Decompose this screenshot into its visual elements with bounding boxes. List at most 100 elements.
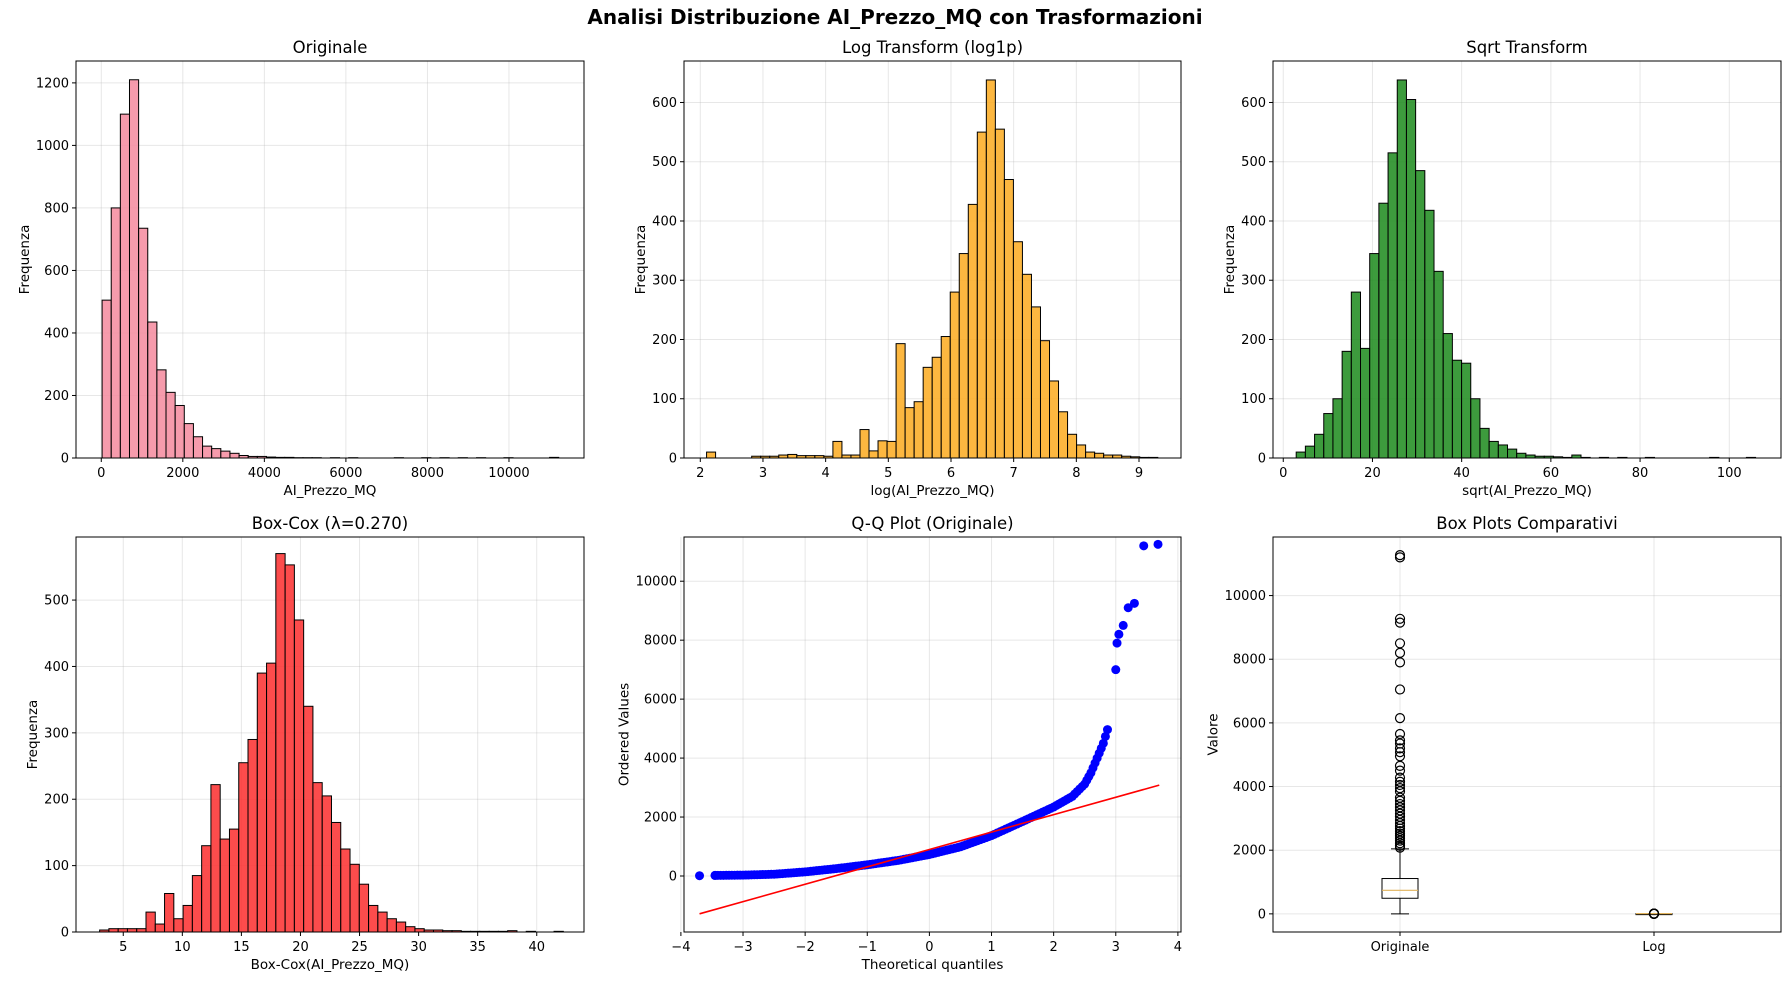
histogram-bar	[1076, 444, 1087, 459]
histogram-bar	[293, 619, 305, 933]
histogram-bar	[119, 113, 130, 459]
histogram-bar	[868, 450, 879, 459]
y-tick-label: 400	[44, 326, 69, 341]
histogram-bar	[787, 453, 798, 459]
histogram-bar	[145, 911, 156, 933]
y-tick-label: 0	[669, 869, 677, 884]
histogram-bar	[1304, 445, 1316, 459]
y-tick-label: 500	[1241, 155, 1266, 170]
qq-point	[1118, 620, 1128, 630]
histogram-bar	[706, 451, 717, 459]
histogram-bar	[1350, 291, 1362, 459]
histogram-bar	[931, 356, 942, 459]
x-tick-label: 3	[759, 466, 767, 481]
subplot-title: Box Plots Comparativi	[1436, 514, 1617, 533]
x-tick-label: 2	[696, 466, 704, 481]
axes-frame	[75, 60, 585, 459]
x-tick-label: 4	[1174, 940, 1182, 955]
histogram-bar	[1470, 398, 1481, 459]
subplot-title: Log Transform (log1p)	[842, 38, 1023, 57]
y-tick-label: 200	[44, 389, 69, 404]
histogram-bar	[303, 705, 314, 933]
histogram-bar	[940, 336, 951, 459]
histogram-bar	[1369, 253, 1380, 459]
x-tick-label: 0	[925, 940, 933, 955]
histogram-bar	[247, 738, 258, 933]
histogram-bar	[1405, 99, 1417, 459]
x-tick-label: 20	[292, 940, 309, 955]
y-axis-label: Frequenza	[633, 225, 649, 295]
y-tick-label: 300	[652, 274, 677, 289]
histogram-bar	[330, 821, 342, 933]
box-flier	[1394, 638, 1406, 649]
histogram-bar	[228, 828, 240, 933]
x-tick-label: 1	[987, 940, 995, 955]
x-tick-label: −1	[858, 940, 877, 955]
box-flier	[1394, 776, 1406, 787]
axes-frame	[683, 60, 1182, 459]
y-tick-label: 400	[652, 214, 677, 229]
x-tick-label: 4	[822, 466, 830, 481]
qq-point	[1111, 665, 1121, 675]
histogram-bar	[967, 203, 978, 459]
box-flier	[1394, 613, 1406, 624]
histogram-bar	[1012, 241, 1023, 459]
box-flier	[1394, 713, 1406, 724]
qq-fit-line	[699, 784, 1160, 915]
histogram-bar	[1323, 413, 1334, 459]
box-flier	[1394, 772, 1406, 783]
histogram-bar	[368, 904, 379, 933]
x-tick-label: 2	[1050, 940, 1058, 955]
y-axis-label: Frequenza	[25, 700, 41, 770]
box-flier	[1394, 728, 1406, 740]
histogram-bar	[101, 299, 112, 459]
x-tick-label: 0	[97, 466, 105, 481]
histogram-bar	[1433, 270, 1444, 459]
histogram-bar	[985, 79, 996, 459]
y-tick-label: 0	[61, 926, 69, 941]
y-tick-label: 600	[1241, 96, 1266, 111]
histogram-bar	[275, 553, 286, 933]
y-tick-label: 600	[652, 96, 677, 111]
y-tick-label: 300	[44, 726, 69, 741]
histogram-bar	[1451, 359, 1463, 459]
y-tick-label: 0	[61, 452, 69, 467]
histogram-bar	[202, 445, 213, 459]
histogram-bar	[1067, 433, 1078, 459]
histogram-bar	[1516, 452, 1527, 459]
histogram-bar	[210, 784, 221, 933]
x-tick-label: −3	[733, 940, 752, 955]
box-flier	[1394, 751, 1406, 762]
histogram-bar	[1341, 350, 1352, 459]
subplot-title: Box-Cox (λ=0.270)	[252, 514, 408, 533]
x-tick-label: 100	[1717, 466, 1742, 481]
histogram-bar	[1003, 179, 1014, 459]
histogram-bar	[182, 904, 193, 933]
y-tick-label: 4000	[644, 752, 677, 767]
y-tick-label: 100	[1241, 392, 1266, 407]
x-tick-label: 7	[1010, 466, 1018, 481]
x-tick-label: 6000	[329, 466, 362, 481]
histogram-bar	[156, 369, 167, 459]
x-tick-label: 10	[174, 940, 191, 955]
y-tick-label: 100	[44, 859, 69, 874]
x-tick-label: 40	[528, 940, 545, 955]
box-flier	[1394, 828, 1406, 839]
x-tick-label: 8000	[411, 466, 444, 481]
y-tick-label: 2000	[644, 811, 677, 826]
y-tick-label: 600	[44, 264, 69, 279]
y-tick-label: 10000	[1225, 589, 1266, 604]
box-flier	[1394, 684, 1406, 695]
histogram-bar	[1396, 79, 1407, 459]
histogram-bar	[128, 79, 140, 459]
qq-point	[710, 870, 720, 880]
histogram-bar	[1058, 411, 1069, 459]
x-tick-label: 8	[1072, 466, 1080, 481]
histogram-bar	[1461, 362, 1472, 459]
histogram-bar	[358, 883, 370, 933]
x-tick-label: 5	[884, 466, 892, 481]
histogram-bar	[859, 429, 870, 459]
histogram-bar	[976, 131, 987, 459]
histogram-bar	[284, 564, 295, 933]
